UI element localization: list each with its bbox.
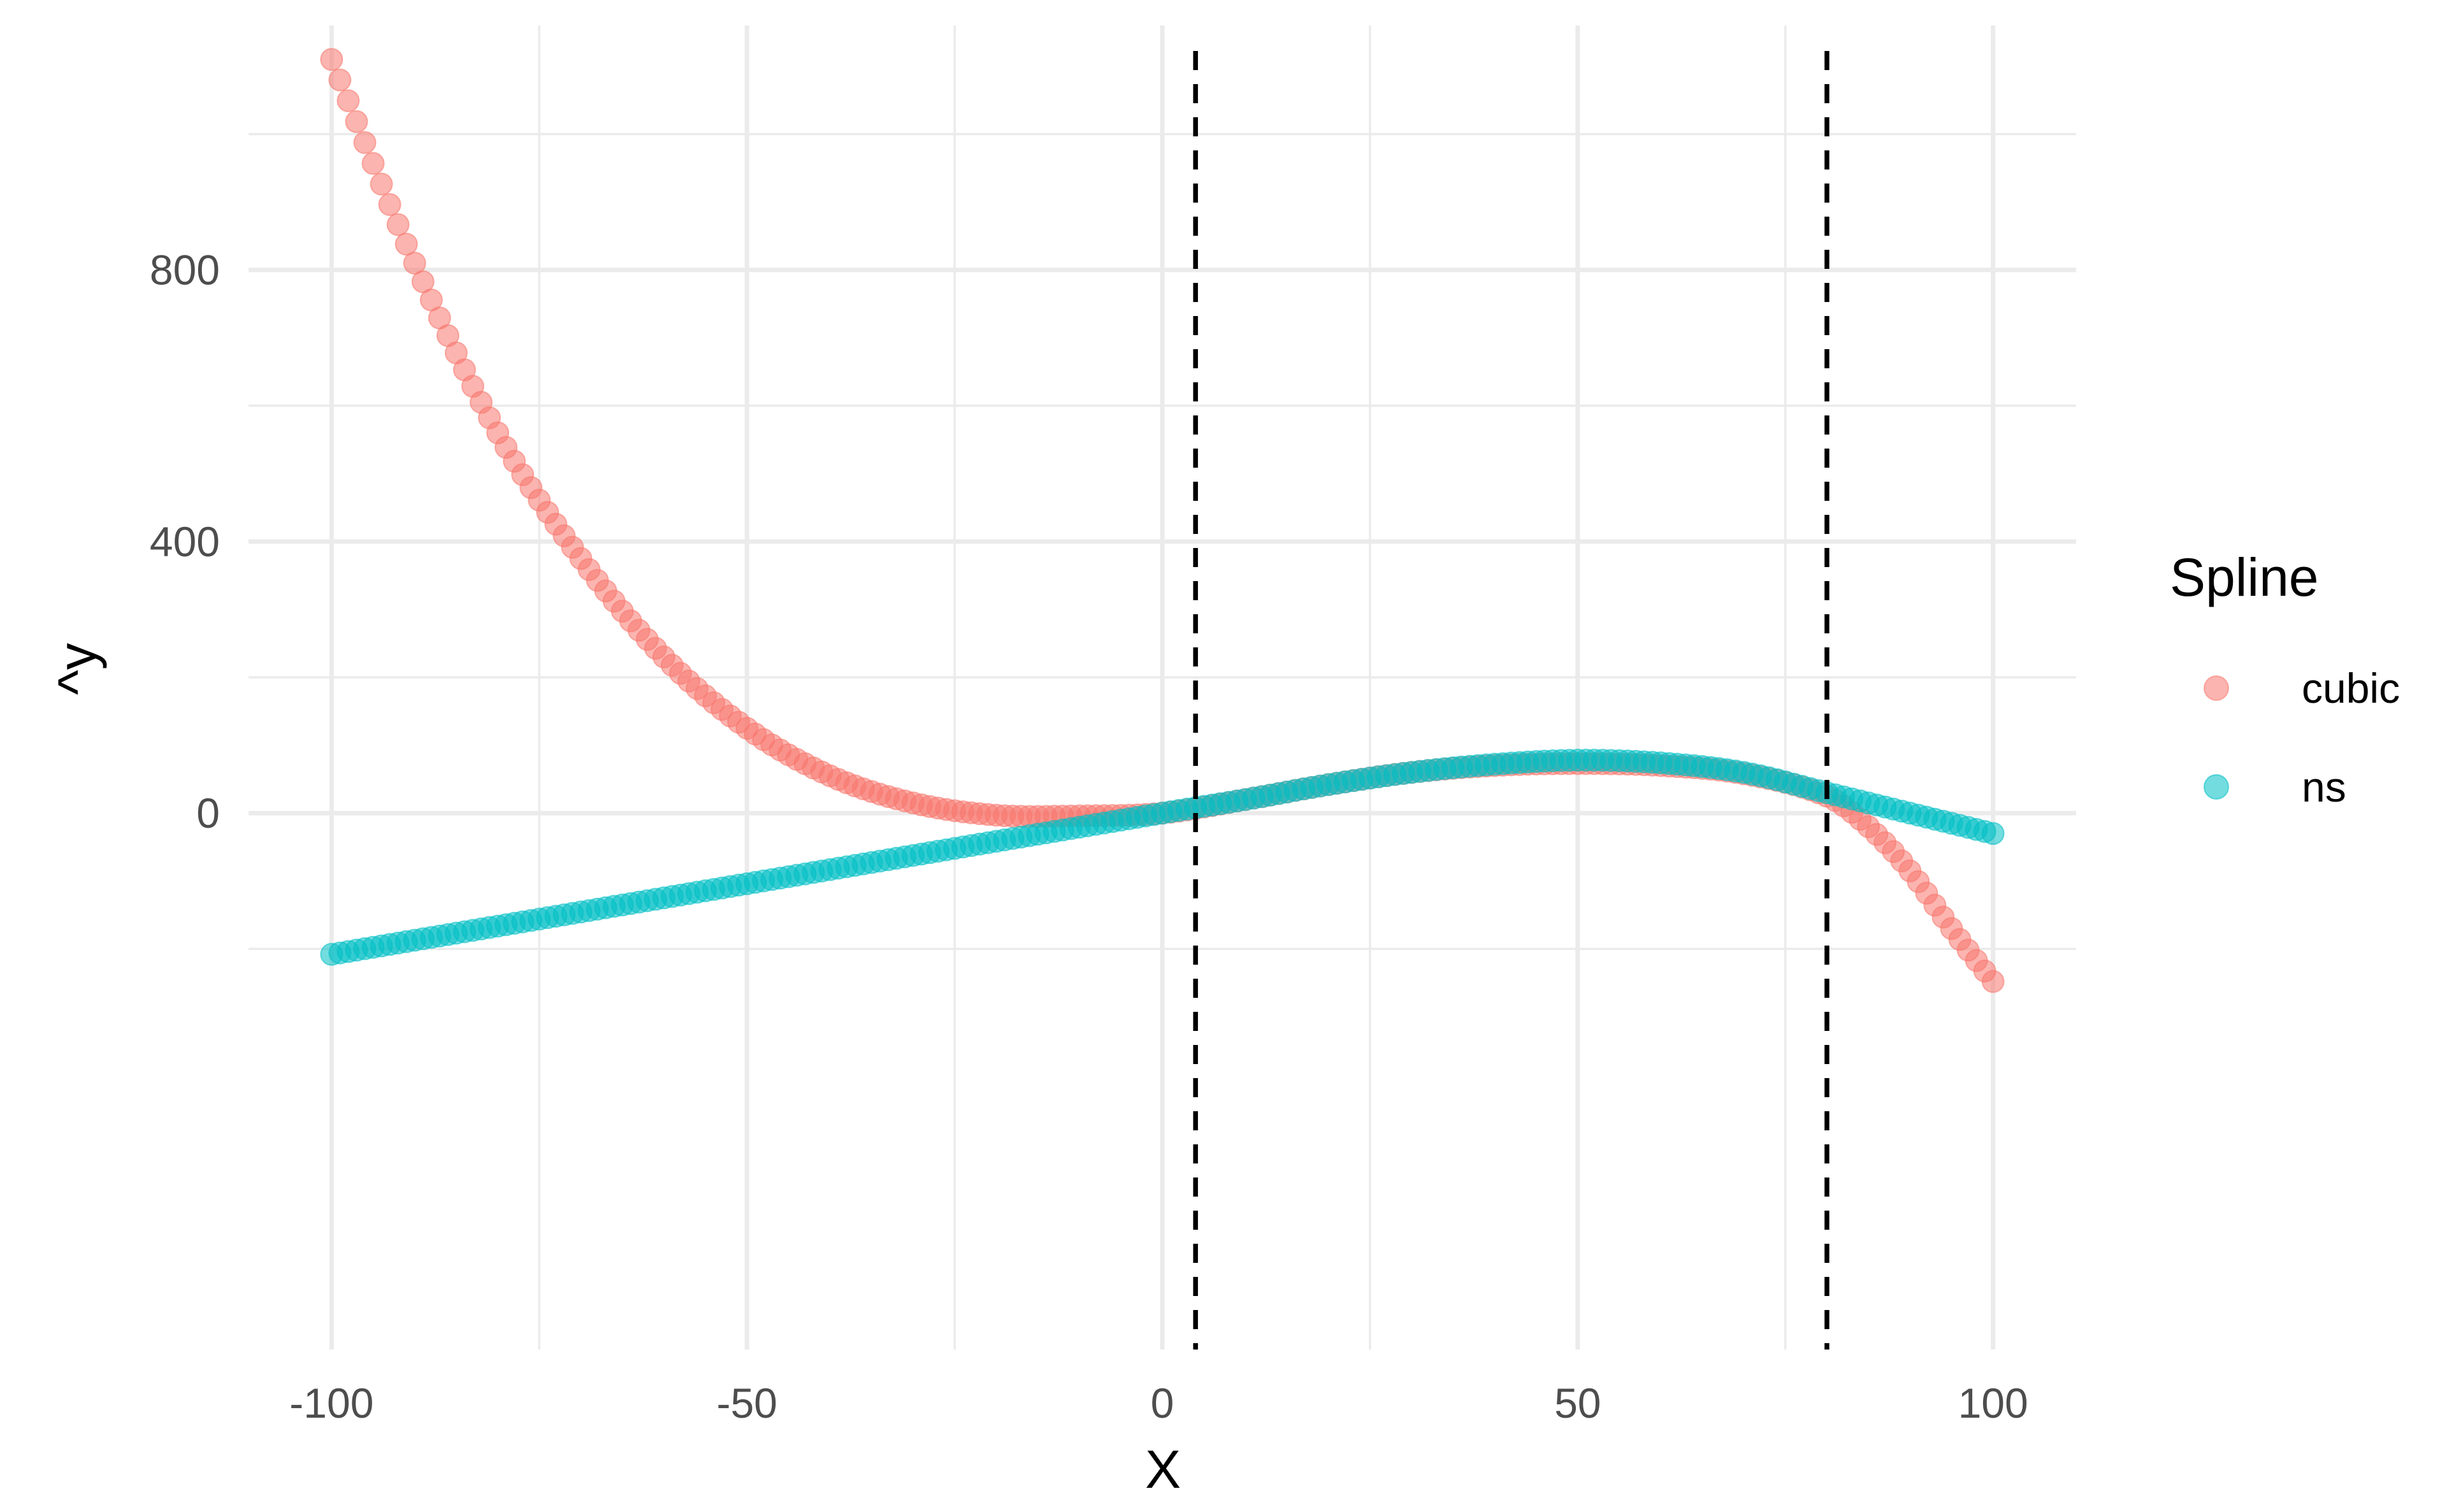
grid-lines [249, 25, 2076, 1350]
legend-label-ns: ns [2302, 763, 2346, 810]
data-point-cubic [345, 110, 368, 133]
data-point-cubic [1981, 970, 2005, 993]
data-point-cubic [386, 213, 410, 236]
legend-key-ns [2204, 774, 2229, 800]
legend-label-cubic: cubic [2302, 665, 2400, 712]
x-tick-label: 100 [1958, 1379, 2028, 1427]
x-tick-label: 50 [1554, 1379, 1601, 1427]
y-tick-label: 400 [150, 518, 220, 565]
legend-items: cubic ns [2204, 665, 2400, 810]
x-axis-title: X [1145, 1439, 1181, 1499]
knot-lines [1193, 51, 1830, 1350]
y-axis-title: ^y [47, 643, 107, 695]
data-point-cubic [353, 131, 377, 154]
data-point-cubic [394, 233, 418, 256]
y-tick-label: 0 [196, 789, 220, 837]
y-tick-label: 800 [150, 247, 220, 294]
y-axis-ticks: 0 400 800 [150, 247, 220, 837]
data-point-cubic [336, 89, 360, 113]
data-point-cubic [320, 48, 343, 71]
data-point-ns [1981, 822, 2005, 846]
data-point-cubic [370, 172, 393, 196]
x-tick-label: -100 [289, 1379, 373, 1427]
legend-title: Spline [2170, 547, 2319, 607]
x-tick-label: -50 [716, 1379, 777, 1427]
legend-key-cubic [2204, 675, 2229, 701]
data-point-cubic [378, 192, 401, 216]
series-ns [320, 748, 2005, 966]
data-point-cubic [328, 68, 352, 92]
legend: Spline cubic ns [2170, 547, 2400, 810]
x-axis-ticks: -100 -50 0 50 100 [289, 1379, 2028, 1427]
data-points [320, 48, 2005, 993]
data-point-cubic [361, 152, 385, 175]
x-tick-label: 0 [1151, 1379, 1174, 1427]
